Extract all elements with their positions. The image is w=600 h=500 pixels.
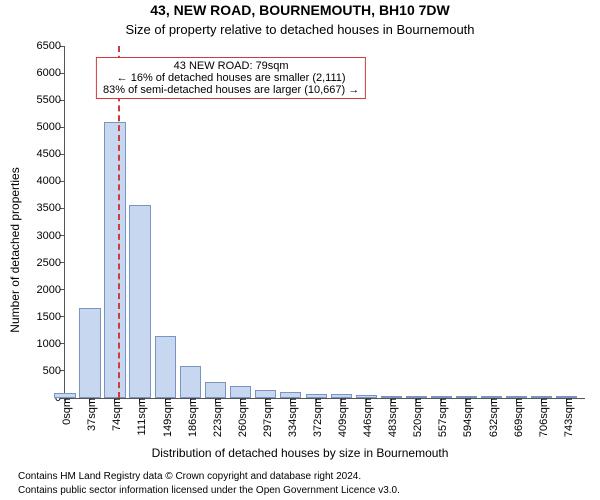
page-subtitle: Size of property relative to detached ho…	[0, 22, 600, 37]
x-tick-label: 111sqm	[132, 398, 148, 436]
footer-attribution-2: Contains public sector information licen…	[18, 485, 400, 496]
histogram-bar	[54, 393, 75, 398]
x-tick-label: 706sqm	[534, 398, 550, 437]
y-tick-label: 4000	[37, 175, 65, 187]
x-tick-label: 149sqm	[158, 398, 174, 437]
histogram-bar	[79, 308, 100, 398]
histogram-bar	[255, 390, 276, 398]
y-tick-label: 2500	[37, 257, 65, 269]
page-title: 43, NEW ROAD, BOURNEMOUTH, BH10 7DW	[0, 2, 600, 18]
x-tick-label: 446sqm	[358, 398, 374, 437]
x-tick-label: 557sqm	[433, 398, 449, 437]
x-tick-label: 372sqm	[308, 398, 324, 437]
histogram-bar	[506, 396, 527, 398]
callout-line-3: 83% of semi-detached houses are larger (…	[103, 84, 359, 96]
y-tick-label: 4500	[37, 148, 65, 160]
y-tick-label: 6500	[37, 40, 65, 52]
x-tick-label: 483sqm	[383, 398, 399, 437]
x-tick-label: 520sqm	[408, 398, 424, 437]
y-tick-label: 3000	[37, 230, 65, 242]
histogram-bar	[481, 396, 502, 398]
x-tick-label: 743sqm	[559, 398, 575, 437]
footer-attribution-1: Contains HM Land Registry data © Crown c…	[18, 471, 361, 482]
y-tick-label: 500	[43, 365, 65, 377]
x-tick-label: 297sqm	[258, 398, 274, 437]
x-tick-label: 409sqm	[333, 398, 349, 437]
y-tick-label: 5000	[37, 121, 65, 133]
histogram-bar	[104, 122, 125, 398]
histogram-bar	[331, 394, 352, 398]
property-callout: 43 NEW ROAD: 79sqm← 16% of detached hous…	[96, 57, 366, 99]
histogram-bar	[306, 394, 327, 398]
y-tick-label: 1000	[37, 338, 65, 350]
histogram-bar	[406, 396, 427, 398]
histogram-bar	[155, 336, 176, 398]
histogram-bar	[230, 386, 251, 398]
y-axis-label: Number of detached properties	[8, 167, 22, 332]
histogram-bar	[556, 396, 577, 398]
histogram-bar	[431, 396, 452, 398]
x-tick-label: 669sqm	[509, 398, 525, 437]
histogram-bar	[381, 396, 402, 398]
histogram-bar	[531, 396, 552, 398]
histogram-bar	[129, 205, 150, 398]
x-tick-label: 594sqm	[458, 398, 474, 437]
page: 43, NEW ROAD, BOURNEMOUTH, BH10 7DW Size…	[0, 0, 600, 500]
y-tick-label: 6000	[37, 67, 65, 79]
histogram-bar	[456, 396, 477, 398]
x-tick-label: 74sqm	[107, 398, 123, 431]
x-tick-label: 334sqm	[283, 398, 299, 437]
histogram-bar	[180, 366, 201, 398]
y-tick-label: 5500	[37, 94, 65, 106]
callout-line-2: ← 16% of detached houses are smaller (2,…	[103, 72, 359, 84]
x-tick-label: 632sqm	[484, 398, 500, 437]
x-tick-label: 0sqm	[57, 398, 73, 425]
histogram-bar	[356, 395, 377, 398]
histogram-bar	[205, 382, 226, 398]
x-tick-label: 186sqm	[183, 398, 199, 437]
x-tick-label: 223sqm	[208, 398, 224, 437]
x-axis-label: Distribution of detached houses by size …	[0, 446, 600, 460]
chart-plot-area: 0500100015002000250030003500400045005000…	[64, 46, 585, 399]
callout-line-1: 43 NEW ROAD: 79sqm	[103, 60, 359, 72]
y-tick-label: 1500	[37, 311, 65, 323]
x-tick-label: 37sqm	[82, 398, 98, 431]
y-tick-label: 2000	[37, 284, 65, 296]
x-tick-label: 260sqm	[233, 398, 249, 437]
histogram-bar	[280, 392, 301, 398]
y-tick-label: 3500	[37, 202, 65, 214]
